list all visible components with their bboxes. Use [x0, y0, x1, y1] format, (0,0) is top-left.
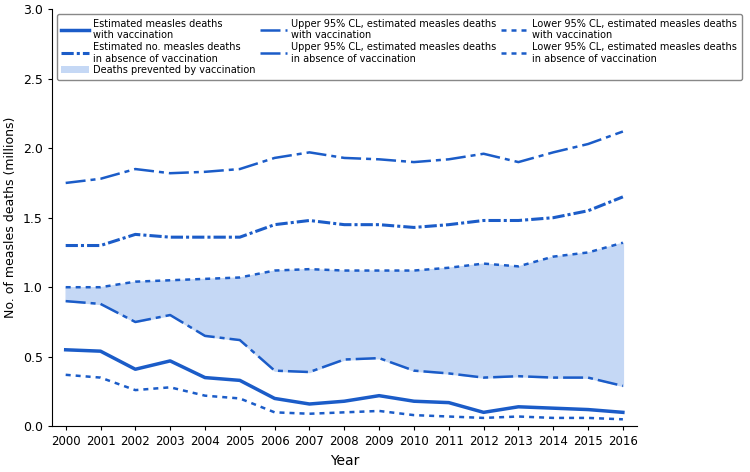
Y-axis label: No. of measles deaths (millions): No. of measles deaths (millions) [4, 117, 17, 319]
X-axis label: Year: Year [329, 454, 359, 468]
Legend: Estimated measles deaths
with vaccination, Estimated no. measles deaths
in absen: Estimated measles deaths with vaccinatio… [56, 14, 742, 80]
